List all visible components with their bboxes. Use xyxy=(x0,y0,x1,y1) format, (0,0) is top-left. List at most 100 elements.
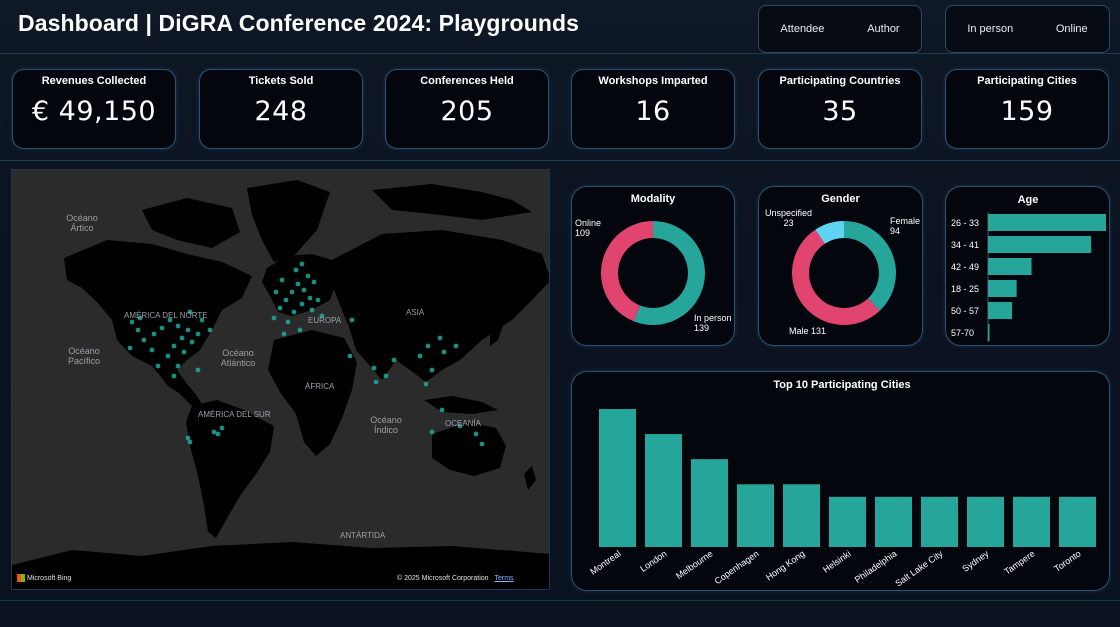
map-label-europe: EUROPA xyxy=(308,316,342,325)
header-divider xyxy=(0,53,1120,54)
map-label-africa: ÁFRICA xyxy=(305,382,335,391)
city-bar[interactable] xyxy=(1013,496,1050,547)
donut-slice-in-person[interactable] xyxy=(633,221,705,325)
city-bar[interactable] xyxy=(737,484,774,547)
city-label: Sydney xyxy=(960,548,991,574)
slicer-option-author[interactable]: Author xyxy=(867,23,900,35)
age-bar[interactable] xyxy=(988,280,1017,297)
kpi-card-workshops: Workshops Imparted 16 xyxy=(571,69,735,149)
kpi-card-cities: Participating Cities 159 xyxy=(945,69,1109,149)
city-bar[interactable] xyxy=(691,459,728,547)
slicer-option-online[interactable]: Online xyxy=(1055,23,1088,35)
map-label-indian: Océano Índico xyxy=(370,415,402,435)
age-bar[interactable] xyxy=(988,258,1032,275)
footer-divider xyxy=(0,600,1120,601)
age-bar[interactable] xyxy=(988,236,1092,253)
age-category-label: 18 - 25 xyxy=(951,284,979,294)
city-bar[interactable] xyxy=(967,496,1004,547)
city-points xyxy=(127,261,485,447)
city-bar[interactable] xyxy=(783,484,820,547)
modality-title: Modality xyxy=(630,193,676,205)
map-attribution: © 2025 Microsoft Corporation Terms xyxy=(397,575,514,582)
female-label: Female 94 xyxy=(890,216,921,236)
city-label: London xyxy=(638,548,668,573)
city-label: Copenhagen xyxy=(713,548,761,586)
kpi-card-countries: Participating Countries 35 xyxy=(758,69,922,149)
inperson-label: In person 139 xyxy=(694,313,732,333)
donut-slice-online[interactable] xyxy=(601,221,653,322)
donut-slice-unspecified[interactable] xyxy=(815,221,844,244)
city-bar[interactable] xyxy=(875,496,912,547)
city-label: Montreal xyxy=(588,548,622,576)
map-label-arctic: Océano Ártico xyxy=(66,213,98,233)
land-masses xyxy=(12,180,549,589)
kpi-card-conferences: Conferences Held 205 xyxy=(385,69,549,149)
map-label-oceania: OCEANÍA xyxy=(445,419,482,428)
kpi-label: Conferences Held xyxy=(420,75,514,87)
modality-card: Modality Online 109 In person 139 xyxy=(571,186,735,346)
age-card: Age 26 - 33 34 - 41 42 - 49 18 - 25 50 - 57 57… xyxy=(945,186,1110,346)
age-category-label: 57-70 xyxy=(951,328,974,338)
kpi-label: Participating Cities xyxy=(977,75,1077,87)
age-category-label: 34 - 41 xyxy=(951,240,979,250)
role-slicer: Attendee Author xyxy=(758,5,922,53)
map-copyright: © 2025 Microsoft Corporation xyxy=(397,575,489,582)
city-label: Hong Kong xyxy=(764,548,807,582)
page-title: Dashboard | DiGRA Conference 2024: Playg… xyxy=(18,10,580,36)
unspecified-label: Unspecified 23 xyxy=(765,208,813,228)
bing-logo-text: Microsoft Bing xyxy=(26,574,72,582)
kpi-value: 248 xyxy=(254,96,308,127)
map-label-south-america: AMÉRICA DEL SUR xyxy=(198,410,271,419)
microsoft-logo-icon xyxy=(17,574,25,582)
age-bar[interactable] xyxy=(988,324,990,341)
age-bar[interactable] xyxy=(988,214,1106,231)
map-label-atlantic: Océano Atlántico xyxy=(220,348,256,368)
age-category-label: 50 - 57 xyxy=(951,306,979,316)
kpi-label: Participating Countries xyxy=(779,75,901,87)
city-label: Melbourne xyxy=(674,548,715,581)
map-label-pacific: Océano Pacífico xyxy=(67,346,100,366)
map-label-asia: ASIA xyxy=(406,308,425,317)
map-canvas xyxy=(12,180,549,589)
gender-card: Gender Unspecified 23 Female 94 Male 131 xyxy=(758,186,923,346)
city-label: Toronto xyxy=(1052,548,1082,573)
city-label: Helsinki xyxy=(821,548,853,574)
bing-logo: Microsoft Bing xyxy=(17,574,71,582)
kpi-card-tickets: Tickets Sold 248 xyxy=(199,69,363,149)
kpi-divider xyxy=(0,160,1120,161)
kpi-value: € 49,150 xyxy=(31,96,157,127)
map-label-antarctica: ANTÁRTIDA xyxy=(340,531,386,540)
city-bar[interactable] xyxy=(1059,496,1096,547)
kpi-value: 159 xyxy=(1000,96,1054,127)
city-label: Tampere xyxy=(1002,548,1036,576)
donut-slice-male[interactable] xyxy=(792,229,880,325)
city-label: Philadelphia xyxy=(853,548,899,584)
top-cities-title: Top 10 Participating Cities xyxy=(773,379,910,391)
top-cities-card: Top 10 Participating Cities Montreal Londo… xyxy=(571,371,1110,591)
kpi-value: 205 xyxy=(440,96,494,127)
gender-donut[interactable] xyxy=(759,187,924,347)
kpi-card-revenues: Revenues Collected € 49,150 xyxy=(12,69,176,149)
age-bar[interactable] xyxy=(988,302,1013,319)
donut-slice-female[interactable] xyxy=(844,221,896,311)
kpi-value: 16 xyxy=(635,96,671,127)
age-category-label: 26 - 33 xyxy=(951,218,979,228)
city-bar[interactable] xyxy=(921,496,958,547)
city-bar[interactable] xyxy=(829,496,866,547)
age-bar-chart[interactable]: Age 26 - 33 34 - 41 42 - 49 18 - 25 50 - 57 57… xyxy=(946,187,1111,347)
age-category-label: 42 - 49 xyxy=(951,262,979,272)
city-label: Salt Lake City xyxy=(893,548,945,588)
world-map[interactable]: Océano Ártico AMÉRICA DEL NORTE EUROPA A… xyxy=(11,169,550,590)
kpi-label: Workshops Imparted xyxy=(598,75,708,87)
city-bar[interactable] xyxy=(645,434,682,547)
terms-link[interactable]: Terms xyxy=(494,575,514,582)
slicer-option-in-person[interactable]: In person xyxy=(967,23,1014,35)
age-title: Age xyxy=(1018,194,1039,206)
slicer-option-attendee[interactable]: Attendee xyxy=(780,23,825,35)
kpi-label: Revenues Collected xyxy=(41,75,147,87)
kpi-value: 35 xyxy=(822,96,858,127)
modality-donut[interactable] xyxy=(572,187,736,347)
online-label: Online 109 xyxy=(575,218,602,238)
city-bar[interactable] xyxy=(599,409,636,547)
top-cities-bar-chart[interactable]: Top 10 Participating Cities Montreal Londo… xyxy=(572,372,1111,592)
